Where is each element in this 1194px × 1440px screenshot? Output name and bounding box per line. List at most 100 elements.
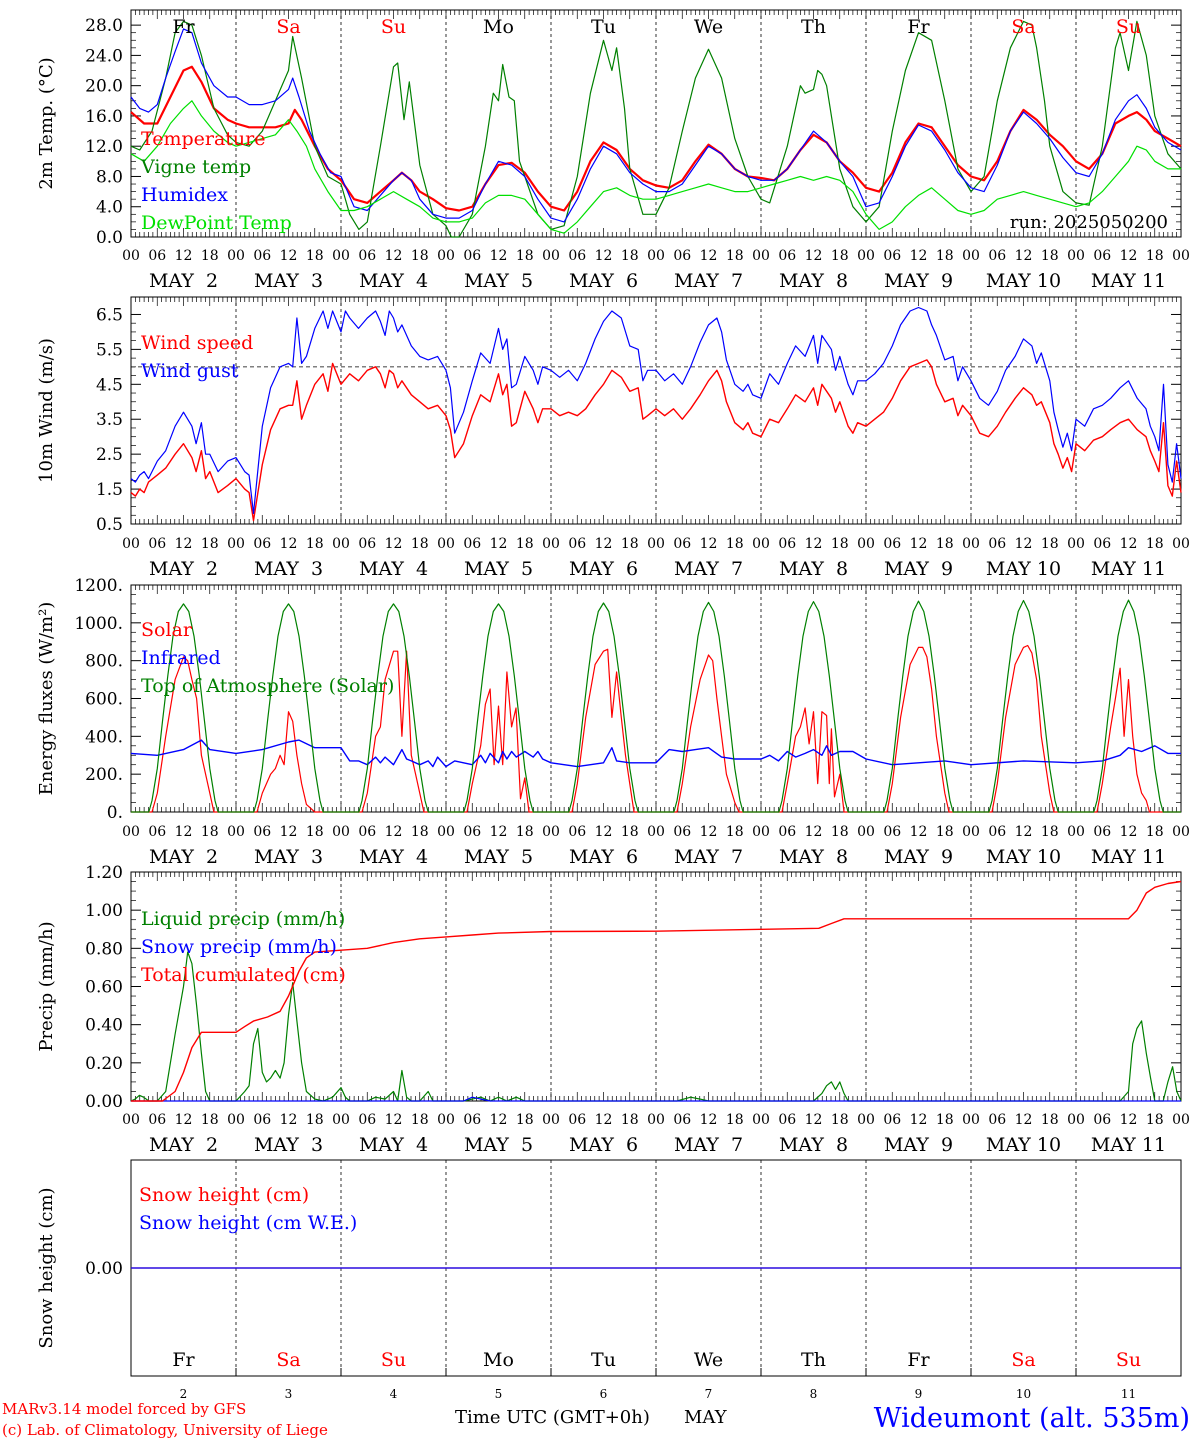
hour-tick-label: 06 xyxy=(148,824,166,840)
date-label: MAY 10 xyxy=(986,558,1061,580)
hour-tick-label: 06 xyxy=(673,1112,691,1128)
date-label: MAY 5 xyxy=(464,270,533,292)
legend-entry: DewPoint Temp xyxy=(141,212,292,234)
hour-tick-label: 06 xyxy=(568,248,586,264)
hour-tick-label: 00 xyxy=(332,536,350,552)
panel-snow: 0.00 Snow height (cm) Snow height (cm) Snow… xyxy=(36,1159,1182,1401)
hour-tick-label: 12 xyxy=(385,248,403,264)
hour-tick-label: 18 xyxy=(306,824,324,840)
hour-tick-label: 18 xyxy=(1146,248,1164,264)
hour-tick-label: 00 xyxy=(1172,536,1190,552)
hour-tick-label: 12 xyxy=(910,824,928,840)
day-name: Sa xyxy=(1011,16,1035,38)
date-label: MAY 7 xyxy=(674,1134,743,1156)
hour-tick-label: 18 xyxy=(411,1112,429,1128)
hour-tick-label: 12 xyxy=(1015,536,1033,552)
date-label: MAY 2 xyxy=(149,846,218,868)
hour-tick-label: 06 xyxy=(253,536,271,552)
series-line-wind-gust xyxy=(130,306,1182,515)
hour-tick-label: 06 xyxy=(778,1112,796,1128)
y-tick-label: 6.5 xyxy=(96,305,123,325)
date-label: MAY 4 xyxy=(359,270,428,292)
legend-entry: Snow height (cm W.E.) xyxy=(139,1212,357,1234)
hour-tick-label: 18 xyxy=(621,1112,639,1128)
hour-tick-label: 06 xyxy=(568,1112,586,1128)
hour-tick-label: 06 xyxy=(988,824,1006,840)
hour-tick-label: 18 xyxy=(726,824,744,840)
hour-tick-label: 18 xyxy=(621,248,639,264)
day-number: 9 xyxy=(915,1387,923,1401)
hour-tick-label: 06 xyxy=(463,824,481,840)
hour-tick-label: 06 xyxy=(358,536,376,552)
hour-tick-label: 12 xyxy=(1015,1112,1033,1128)
hour-tick-label: 00 xyxy=(857,248,875,264)
hour-tick-label: 06 xyxy=(673,248,691,264)
legend-entry: Top of Atmosphere (Solar) xyxy=(141,675,394,697)
legend-entry: Snow precip (mm/h) xyxy=(141,936,337,958)
hour-tick-label: 18 xyxy=(516,248,534,264)
hour-tick-label: 06 xyxy=(463,248,481,264)
hour-tick-label: 00 xyxy=(1067,824,1085,840)
hour-tick-label: 06 xyxy=(358,824,376,840)
hour-tick-label: 00 xyxy=(122,824,140,840)
hour-tick-label: 18 xyxy=(516,1112,534,1128)
hour-tick-label: 00 xyxy=(542,824,560,840)
hour-tick-label: 18 xyxy=(621,536,639,552)
hour-tick-label: 00 xyxy=(752,1112,770,1128)
day-number: 11 xyxy=(1121,1387,1136,1401)
hour-tick-label: 06 xyxy=(148,1112,166,1128)
date-label: MAY 6 xyxy=(569,270,638,292)
y-tick-label: 0.60 xyxy=(85,978,123,998)
date-label: MAY 3 xyxy=(254,1134,323,1156)
hour-tick-label: 00 xyxy=(962,824,980,840)
hour-tick-label: 12 xyxy=(490,536,508,552)
y-tick-label: 1.00 xyxy=(85,901,123,921)
hour-tick-label: 00 xyxy=(752,536,770,552)
y-tick-label: 0.80 xyxy=(85,939,123,959)
hour-tick-label: 00 xyxy=(752,248,770,264)
hour-tick-label: 18 xyxy=(516,536,534,552)
date-label: MAY 4 xyxy=(359,846,428,868)
hour-tick-label: 00 xyxy=(437,1112,455,1128)
location-title: Wideumont (alt. 535m) xyxy=(874,1403,1190,1434)
hour-tick-label: 00 xyxy=(857,824,875,840)
hour-tick-label: 06 xyxy=(253,248,271,264)
hour-tick-label: 06 xyxy=(988,248,1006,264)
hour-tick-label: 06 xyxy=(358,248,376,264)
legend-entry: Wind speed xyxy=(141,332,253,354)
hour-tick-label: 12 xyxy=(700,1112,718,1128)
hour-tick-label: 18 xyxy=(201,248,219,264)
date-label: MAY 5 xyxy=(464,846,533,868)
hour-tick-label: 06 xyxy=(1093,1112,1111,1128)
day-name: Sa xyxy=(276,1349,300,1371)
date-label: MAY 4 xyxy=(359,558,428,580)
day-name: Su xyxy=(381,1349,406,1371)
y-tick-label: 8.0 xyxy=(96,167,123,187)
hour-tick-label: 12 xyxy=(175,1112,193,1128)
y-tick-label: 200. xyxy=(85,765,123,785)
panel-precip: 0.00 0.20 0.40 0.60 0.80 1.00 1.20 Precip (mm/h… xyxy=(36,863,1190,1156)
series-line-vigne-temp xyxy=(130,20,1182,238)
hour-tick-label: 12 xyxy=(805,824,823,840)
hour-tick-label: 12 xyxy=(280,536,298,552)
y-tick-label: 4.5 xyxy=(96,375,123,395)
hour-tick-label: 06 xyxy=(883,1112,901,1128)
hour-tick-label: 00 xyxy=(647,248,665,264)
date-label: MAY 10 xyxy=(986,270,1061,292)
hour-tick-label: 06 xyxy=(778,248,796,264)
day-name: Mo xyxy=(483,16,514,38)
hour-tick-label: 06 xyxy=(778,536,796,552)
date-label: MAY 4 xyxy=(359,1134,428,1156)
day-name: Fr xyxy=(907,1349,930,1371)
hour-tick-label: 00 xyxy=(227,536,245,552)
legend-entry: Solar xyxy=(141,619,193,641)
date-label: MAY 7 xyxy=(674,270,743,292)
series-line-humidex xyxy=(130,28,1182,223)
hour-tick-label: 06 xyxy=(568,536,586,552)
hour-tick-label: 00 xyxy=(332,248,350,264)
panel-wind: 0.5 1.5 2.5 3.5 4.5 5.5 6.5 10m Wind (m/s) Wind … xyxy=(36,296,1190,580)
y-axis-label: Snow height (cm) xyxy=(36,1187,57,1348)
day-number: 6 xyxy=(600,1387,608,1401)
hour-tick-label: 18 xyxy=(516,824,534,840)
hour-tick-label: 00 xyxy=(962,536,980,552)
